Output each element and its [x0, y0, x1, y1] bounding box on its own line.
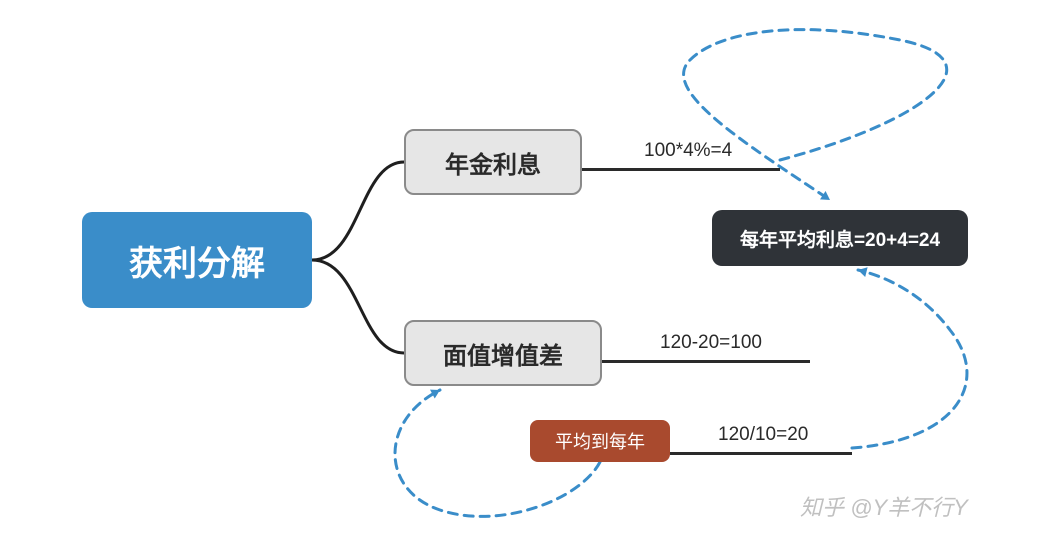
formula-underline: [602, 360, 810, 363]
formula-annuity: 100*4%=4: [644, 140, 732, 162]
formula-underline: [582, 168, 780, 171]
formula-underline: [670, 452, 852, 455]
branch-node-face-value-diff: 面值增值差: [404, 320, 602, 386]
formula-face-value: 120-20=100: [660, 332, 762, 354]
result-node-annual-avg-interest: 每年平均利息=20+4=24: [712, 210, 968, 266]
sub-node-average-per-year: 平均到每年: [530, 420, 670, 462]
sub-label: 平均到每年: [555, 428, 645, 454]
result-label: 每年平均利息=20+4=24: [740, 225, 940, 252]
branch-label: 年金利息: [445, 145, 541, 180]
root-label: 获利分解: [129, 236, 265, 285]
branch-node-annuity-interest: 年金利息: [404, 129, 582, 195]
branch-label: 面值增值差: [443, 336, 563, 371]
watermark: 知乎 @Y羊不行Y: [800, 490, 968, 522]
formula-average: 120/10=20: [718, 424, 808, 446]
root-node: 获利分解: [82, 212, 312, 308]
